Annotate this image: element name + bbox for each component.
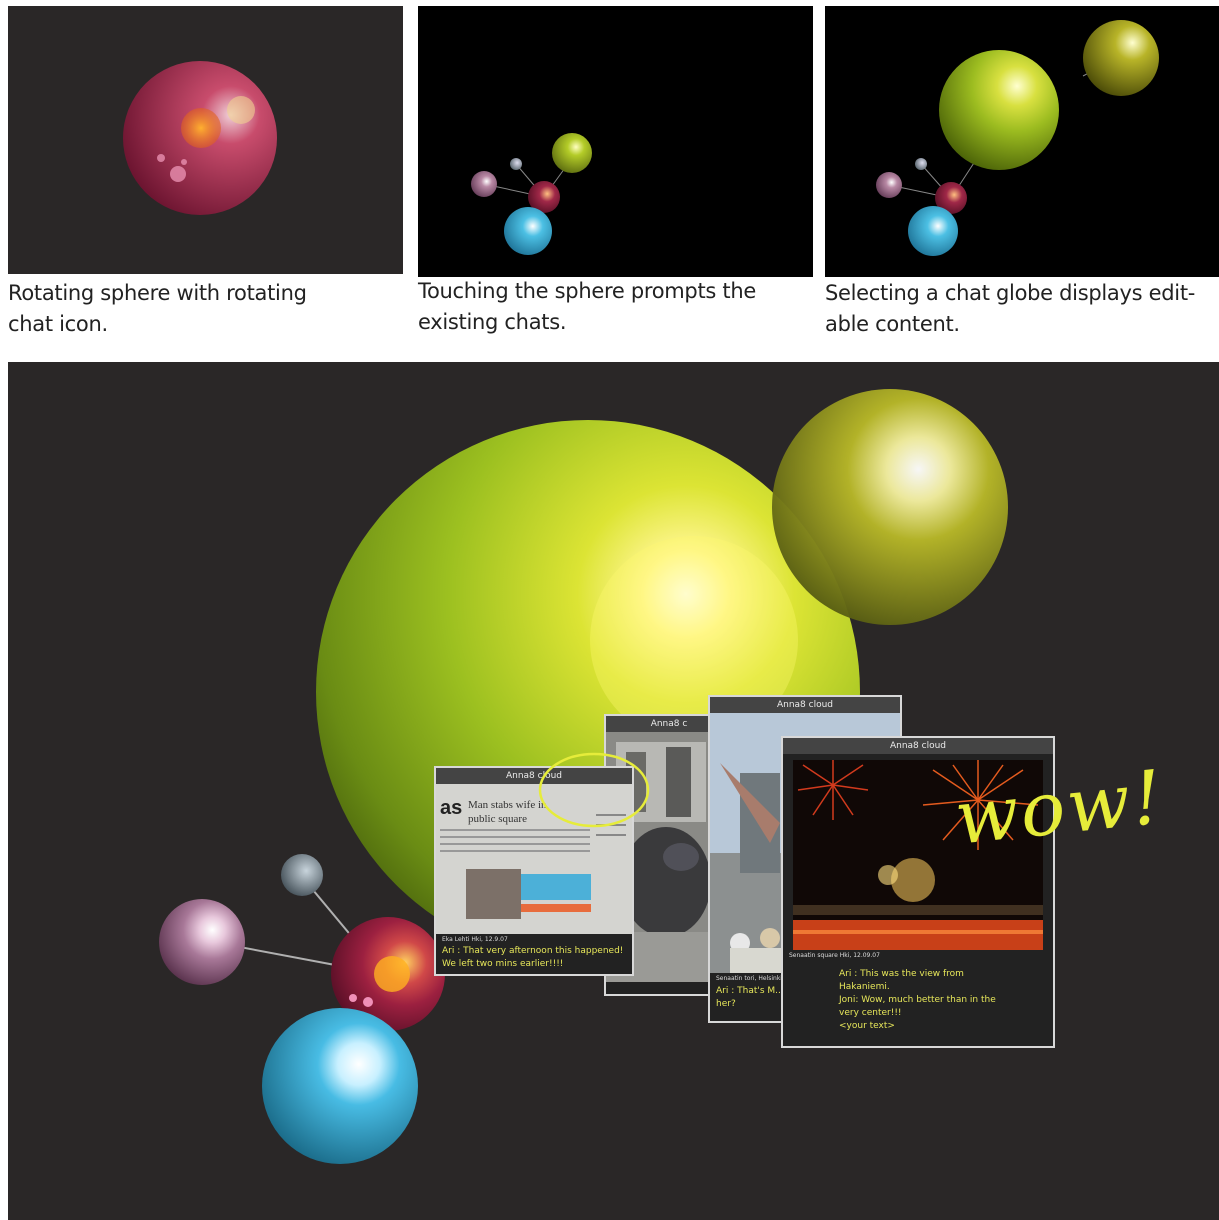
card-meta: Senaatin square Hki, 12.09.07 (789, 952, 880, 959)
highlight-scribble (538, 752, 650, 828)
selected-globe-illustration (876, 20, 1159, 256)
chat-icon-light (227, 96, 255, 124)
chat-dot (349, 994, 357, 1002)
card-chat-text: Ari : This was the view from Hakaniemi. … (839, 969, 996, 1031)
olive-chat-globe[interactable] (772, 389, 1008, 625)
caption-rotating-sphere: Rotating sphere with rotating chat icon. (8, 281, 307, 336)
grey-chat-globe[interactable] (510, 158, 522, 170)
chat-dot (157, 154, 165, 162)
grey-chat-globe[interactable] (281, 854, 323, 896)
existing-chats-illustration (471, 133, 592, 255)
card-photo-newspaper: as (436, 784, 632, 934)
card-chat-text: Ari : That's M... with her? (716, 986, 806, 1009)
pink-chat-globe[interactable] (471, 171, 497, 197)
olive-chat-globe[interactable] (1083, 20, 1159, 96)
magenta-center-sphere[interactable] (935, 182, 967, 214)
panel-rotating-sphere (8, 6, 403, 274)
chat-dot (363, 997, 373, 1007)
pink-chat-globe[interactable] (159, 899, 245, 985)
chat-card-4[interactable]: Anna8 cloud Senaatin square Hki, 12.09.0… (781, 736, 1055, 1048)
cyan-chat-globe[interactable] (908, 206, 958, 256)
green-chat-globe[interactable] (552, 133, 592, 173)
magenta-center-sphere[interactable] (528, 181, 560, 213)
caption-touching-sphere: Touching the sphere prompts the existing… (418, 279, 756, 334)
newspaper-headline: Man stabs wife in public square (468, 799, 547, 825)
main-editable-content-view: Anna8 c Anna8 cloud Senaatin tori, Helsi… (8, 362, 1219, 1220)
chat-icon-orange (374, 956, 410, 992)
card-title: Anna8 cloud (436, 768, 632, 784)
card-title: Anna8 cloud (710, 697, 900, 713)
card-meta: Senaatin tori, Helsinki (716, 975, 782, 982)
svg-text:as: as (440, 797, 462, 819)
panel-touching-sphere (418, 6, 813, 277)
chat-dot (181, 159, 187, 165)
card-meta: Eka Lehti Hki, 12.9.07 (442, 936, 508, 943)
selected-green-globe[interactable] (939, 50, 1059, 170)
pink-chat-globe[interactable] (876, 172, 902, 198)
grey-chat-globe[interactable] (915, 158, 927, 170)
cyan-chat-globe[interactable] (262, 1008, 418, 1164)
card-title: Anna8 cloud (783, 738, 1053, 754)
chat-icon-orange (181, 108, 221, 148)
chat-dot (170, 166, 186, 182)
rotating-sphere-illustration (123, 61, 277, 215)
globe-highlight (590, 536, 798, 744)
card-photo-fireworks (793, 760, 1043, 950)
cyan-chat-globe[interactable] (504, 207, 552, 255)
card-chat-text: Ari : That very afternoon this happened!… (442, 946, 624, 969)
chat-card-1[interactable]: Anna8 cloud as Man stabs wife in public … (434, 766, 634, 976)
caption-selecting-globe: Selecting a chat globe displays edit-abl… (825, 281, 1196, 336)
panel-selecting-globe (825, 6, 1219, 277)
card-title: Anna8 c (606, 716, 732, 732)
